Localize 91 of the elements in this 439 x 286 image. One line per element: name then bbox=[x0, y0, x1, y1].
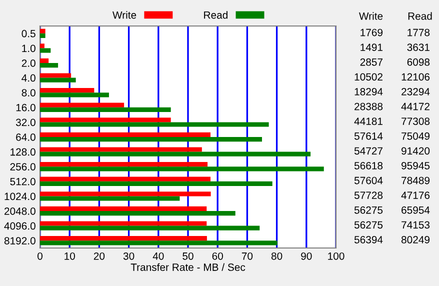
x-tick-label: 40 bbox=[152, 252, 164, 260]
text: 56394 bbox=[354, 236, 383, 244]
bar bbox=[40, 221, 207, 226]
bar bbox=[40, 88, 94, 93]
text: Read bbox=[408, 12, 432, 20]
text: 1778 bbox=[408, 28, 430, 36]
bar bbox=[40, 107, 171, 112]
y-tick-label: 8192.0 bbox=[4, 237, 36, 244]
bar bbox=[40, 48, 51, 53]
bar bbox=[40, 63, 58, 68]
y-tick-label: 4.0 bbox=[22, 74, 36, 82]
bar bbox=[40, 196, 180, 201]
legend-label: Read bbox=[204, 11, 228, 19]
bar bbox=[40, 176, 210, 182]
x-tick-label: 20 bbox=[94, 252, 105, 260]
y-tick-label: 2048.0 bbox=[4, 208, 36, 215]
x-tick-label: 70 bbox=[242, 252, 253, 260]
text: 44181 bbox=[354, 118, 382, 125]
bar bbox=[40, 226, 260, 230]
bar bbox=[40, 192, 211, 196]
x-tick-label: 50 bbox=[182, 252, 194, 260]
text: 10502 bbox=[354, 73, 382, 81]
text: 56618 bbox=[354, 162, 383, 170]
text: 57604 bbox=[354, 176, 383, 184]
bar bbox=[40, 122, 269, 127]
text: Write bbox=[358, 12, 383, 20]
x-tick-label: 30 bbox=[123, 252, 134, 260]
y-tick-label: 64.0 bbox=[16, 134, 36, 141]
bar bbox=[40, 73, 72, 78]
legend-label: Write bbox=[112, 11, 136, 19]
text: 56275 bbox=[354, 206, 383, 214]
x-tick-label: 60 bbox=[212, 252, 223, 260]
bar bbox=[40, 211, 236, 216]
bar bbox=[40, 92, 109, 98]
bar bbox=[40, 162, 208, 167]
text: 3631 bbox=[407, 44, 430, 51]
bar bbox=[40, 166, 324, 172]
text: 74153 bbox=[402, 221, 430, 229]
text: 77308 bbox=[402, 118, 430, 125]
bar bbox=[40, 78, 76, 82]
y-tick-label: 0.5 bbox=[22, 30, 36, 38]
text: 56275 bbox=[354, 221, 383, 229]
text: 95945 bbox=[402, 162, 430, 170]
text: 65954 bbox=[402, 206, 430, 214]
x-tick-label: 90 bbox=[301, 252, 312, 260]
bar bbox=[40, 236, 207, 241]
y-tick-label: 4096.0 bbox=[4, 222, 36, 230]
text: 6098 bbox=[407, 58, 430, 66]
x-tick-label: 100 bbox=[328, 252, 344, 260]
x-tick-label: 0 bbox=[38, 252, 42, 260]
y-tick-label: 32.0 bbox=[16, 118, 36, 126]
text: 91420 bbox=[402, 147, 430, 155]
bar bbox=[40, 240, 278, 246]
bar bbox=[40, 58, 49, 63]
bar bbox=[40, 206, 207, 211]
text: 23294 bbox=[402, 88, 430, 96]
bar bbox=[40, 147, 202, 152]
text: 18294 bbox=[354, 88, 383, 96]
text: 1491 bbox=[360, 44, 382, 51]
text: 1769 bbox=[360, 28, 383, 36]
text: 47176 bbox=[401, 192, 430, 199]
y-tick-label: 1024.0 bbox=[4, 192, 36, 200]
y-tick-label: 128.0 bbox=[10, 148, 36, 156]
bar bbox=[40, 102, 124, 108]
bar bbox=[40, 152, 311, 156]
text: 54727 bbox=[354, 147, 382, 155]
text: 80249 bbox=[401, 236, 430, 244]
text: 57614 bbox=[354, 132, 383, 140]
text: 44172 bbox=[401, 102, 430, 110]
x-tick-label: 10 bbox=[64, 252, 75, 260]
y-tick-label: 2.0 bbox=[22, 60, 36, 67]
bar bbox=[40, 181, 272, 186]
bar bbox=[40, 132, 210, 137]
bar bbox=[40, 118, 171, 122]
x-tick-label: 80 bbox=[271, 252, 282, 260]
text: 75049 bbox=[402, 132, 430, 140]
text: 2857 bbox=[360, 58, 382, 66]
y-tick-label: 16.0 bbox=[16, 104, 36, 112]
y-tick-label: 512.0 bbox=[10, 178, 36, 186]
text: 78489 bbox=[402, 176, 430, 184]
x-axis-title: Transfer Rate - MB / Sec bbox=[130, 263, 246, 271]
y-tick-label: 8.0 bbox=[22, 89, 36, 96]
text: 57728 bbox=[354, 192, 383, 199]
y-tick-label: 256.0 bbox=[10, 163, 36, 170]
y-tick-label: 1.0 bbox=[22, 44, 36, 52]
text: 12106 bbox=[402, 73, 430, 81]
bar bbox=[40, 44, 44, 48]
bar bbox=[40, 28, 46, 34]
bar bbox=[40, 137, 262, 142]
bar bbox=[40, 33, 46, 38]
text: 28388 bbox=[354, 102, 383, 110]
